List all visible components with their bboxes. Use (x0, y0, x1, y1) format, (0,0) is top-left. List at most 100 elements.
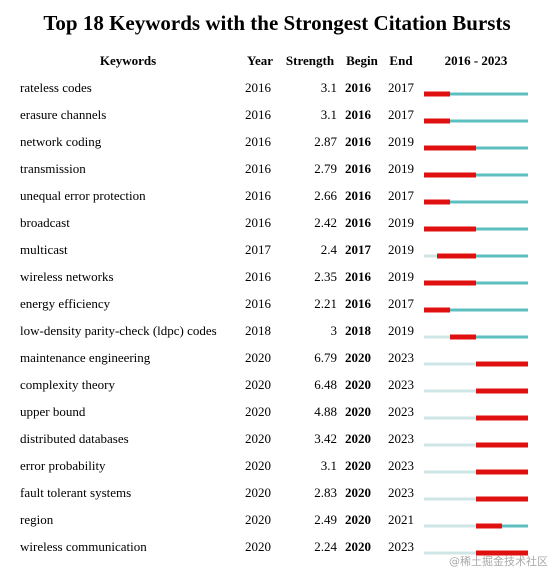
end: 2023 (388, 539, 414, 554)
keyword: erasure channels (20, 107, 106, 122)
end: 2019 (388, 215, 414, 230)
strength: 3 (331, 323, 338, 338)
header-year: Year (247, 53, 273, 68)
end: 2019 (388, 323, 414, 338)
keyword: rateless codes (20, 80, 92, 95)
begin: 2020 (345, 539, 371, 554)
strength: 2.42 (314, 215, 337, 230)
begin: 2018 (345, 323, 372, 338)
year: 2016 (245, 215, 272, 230)
keyword: multicast (20, 242, 68, 257)
end: 2023 (388, 458, 414, 473)
year: 2020 (245, 350, 271, 365)
begin: 2016 (345, 269, 372, 284)
strength: 2.35 (314, 269, 337, 284)
keyword: fault tolerant systems (20, 485, 131, 500)
keyword: maintenance engineering (20, 350, 151, 365)
end: 2017 (388, 107, 415, 122)
year: 2016 (245, 107, 272, 122)
strength: 2.24 (314, 539, 337, 554)
year: 2020 (245, 431, 271, 446)
strength: 3.42 (314, 431, 337, 446)
year: 2018 (245, 323, 271, 338)
end: 2017 (388, 296, 415, 311)
range-from: 2016 (445, 53, 472, 68)
end: 2023 (388, 377, 414, 392)
end: 2021 (388, 512, 414, 527)
year: 2016 (245, 134, 272, 149)
strength: 2.66 (314, 188, 337, 203)
strength: 6.48 (314, 377, 337, 392)
year: 2016 (245, 296, 272, 311)
begin: 2016 (345, 134, 372, 149)
strength: 2.79 (314, 161, 337, 176)
year: 2020 (245, 485, 271, 500)
range-to: 2023 (481, 53, 508, 68)
keyword: region (20, 512, 54, 527)
keyword: complexity theory (20, 377, 115, 392)
header-end: End (389, 53, 413, 68)
begin: 2016 (345, 215, 372, 230)
end: 2019 (388, 242, 414, 257)
end: 2017 (388, 188, 415, 203)
begin: 2017 (345, 242, 372, 257)
range-joiner: - (474, 53, 478, 68)
keyword: low-density parity-check (ldpc) codes (20, 323, 217, 338)
header-begin: Begin (346, 53, 379, 68)
begin: 2016 (345, 296, 372, 311)
end: 2017 (388, 80, 415, 95)
title: Top 18 Keywords with the Strongest Citat… (43, 11, 510, 35)
watermark: @稀土掘金技术社区 (449, 554, 548, 568)
year: 2020 (245, 404, 271, 419)
header-keyword: Keywords (100, 53, 156, 68)
keyword: network coding (20, 134, 102, 149)
end: 2023 (388, 485, 414, 500)
begin: 2016 (345, 80, 372, 95)
keyword: upper bound (20, 404, 86, 419)
begin: 2016 (345, 161, 372, 176)
keyword: distributed databases (20, 431, 129, 446)
strength: 3.1 (321, 107, 337, 122)
end: 2023 (388, 350, 414, 365)
begin: 2020 (345, 458, 371, 473)
begin: 2020 (345, 512, 371, 527)
end: 2019 (388, 134, 414, 149)
begin: 2020 (345, 350, 371, 365)
begin: 2016 (345, 188, 372, 203)
keyword: transmission (20, 161, 86, 176)
strength: 6.79 (314, 350, 337, 365)
year: 2016 (245, 80, 272, 95)
strength: 2.49 (314, 512, 337, 527)
begin: 2016 (345, 107, 372, 122)
strength: 3.1 (321, 458, 337, 473)
keyword: broadcast (20, 215, 70, 230)
end: 2023 (388, 431, 414, 446)
keyword: energy efficiency (20, 296, 111, 311)
begin: 2020 (345, 485, 371, 500)
header-range: 2016 - 2023 (445, 53, 508, 68)
year: 2020 (245, 377, 271, 392)
strength: 2.83 (314, 485, 337, 500)
keyword: wireless communication (20, 539, 147, 554)
strength: 4.88 (314, 404, 337, 419)
begin: 2020 (345, 377, 371, 392)
year: 2020 (245, 512, 271, 527)
year: 2017 (245, 242, 272, 257)
year: 2016 (245, 269, 272, 284)
keyword: unequal error protection (20, 188, 146, 203)
year: 2016 (245, 161, 272, 176)
strength: 2.21 (314, 296, 337, 311)
year: 2020 (245, 539, 271, 554)
end: 2019 (388, 269, 414, 284)
strength: 3.1 (321, 80, 337, 95)
strength: 2.4 (321, 242, 338, 257)
begin: 2020 (345, 404, 371, 419)
end: 2019 (388, 161, 414, 176)
end: 2023 (388, 404, 414, 419)
year: 2020 (245, 458, 271, 473)
strength: 2.87 (314, 134, 337, 149)
header-strength: Strength (286, 53, 335, 68)
begin: 2020 (345, 431, 371, 446)
year: 2016 (245, 188, 272, 203)
